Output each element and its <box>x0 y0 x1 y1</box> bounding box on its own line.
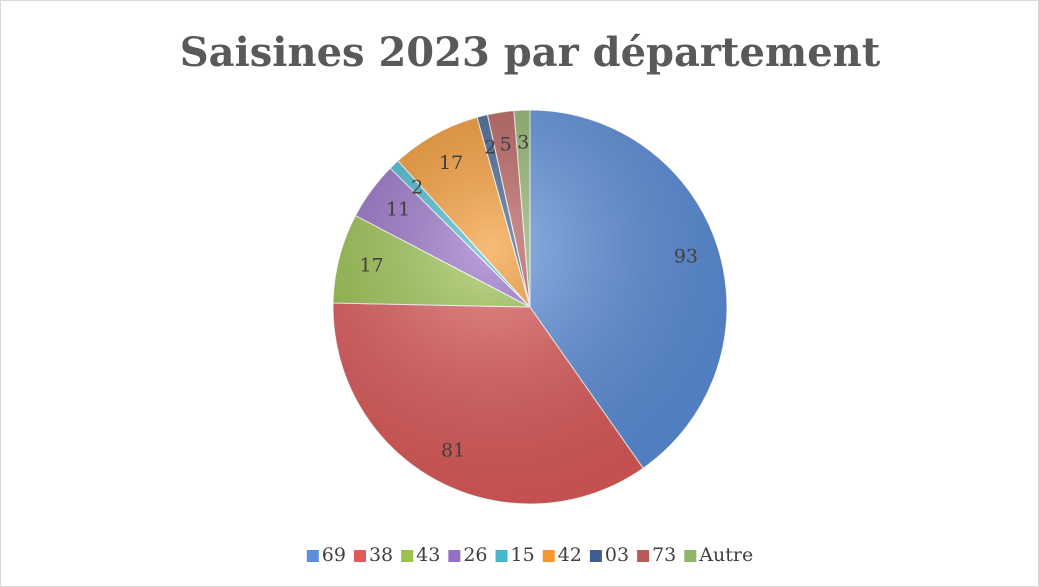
legend-label: 69 <box>322 544 346 566</box>
legend-label: 43 <box>416 544 440 566</box>
legend-swatch <box>542 550 555 562</box>
chart-title: Saisines 2023 par département <box>180 29 881 76</box>
legend-label: 03 <box>605 544 629 566</box>
legend-swatch <box>495 550 508 562</box>
data-label: 17 <box>360 254 384 276</box>
data-label: 17 <box>439 152 463 174</box>
legend-label: 15 <box>511 544 535 566</box>
data-label: 93 <box>674 246 698 268</box>
data-label: 2 <box>484 136 496 158</box>
legend-label: 42 <box>558 544 582 566</box>
legend-label: 38 <box>369 544 393 566</box>
data-label: 5 <box>500 133 512 155</box>
legend-swatch <box>448 550 461 562</box>
legend-label: 73 <box>652 544 676 566</box>
data-label: 81 <box>441 439 465 461</box>
legend-swatch <box>401 550 414 562</box>
legend-label: Autre <box>698 544 753 566</box>
data-label: 11 <box>386 198 410 220</box>
legend-label: 26 <box>463 544 487 566</box>
legend-swatch <box>637 550 650 562</box>
legend-swatch <box>684 550 697 562</box>
legend-swatch <box>353 550 366 562</box>
legend-swatch <box>306 550 319 562</box>
data-label: 2 <box>411 177 423 199</box>
data-label: 3 <box>517 132 529 154</box>
legend-swatch <box>589 550 602 562</box>
